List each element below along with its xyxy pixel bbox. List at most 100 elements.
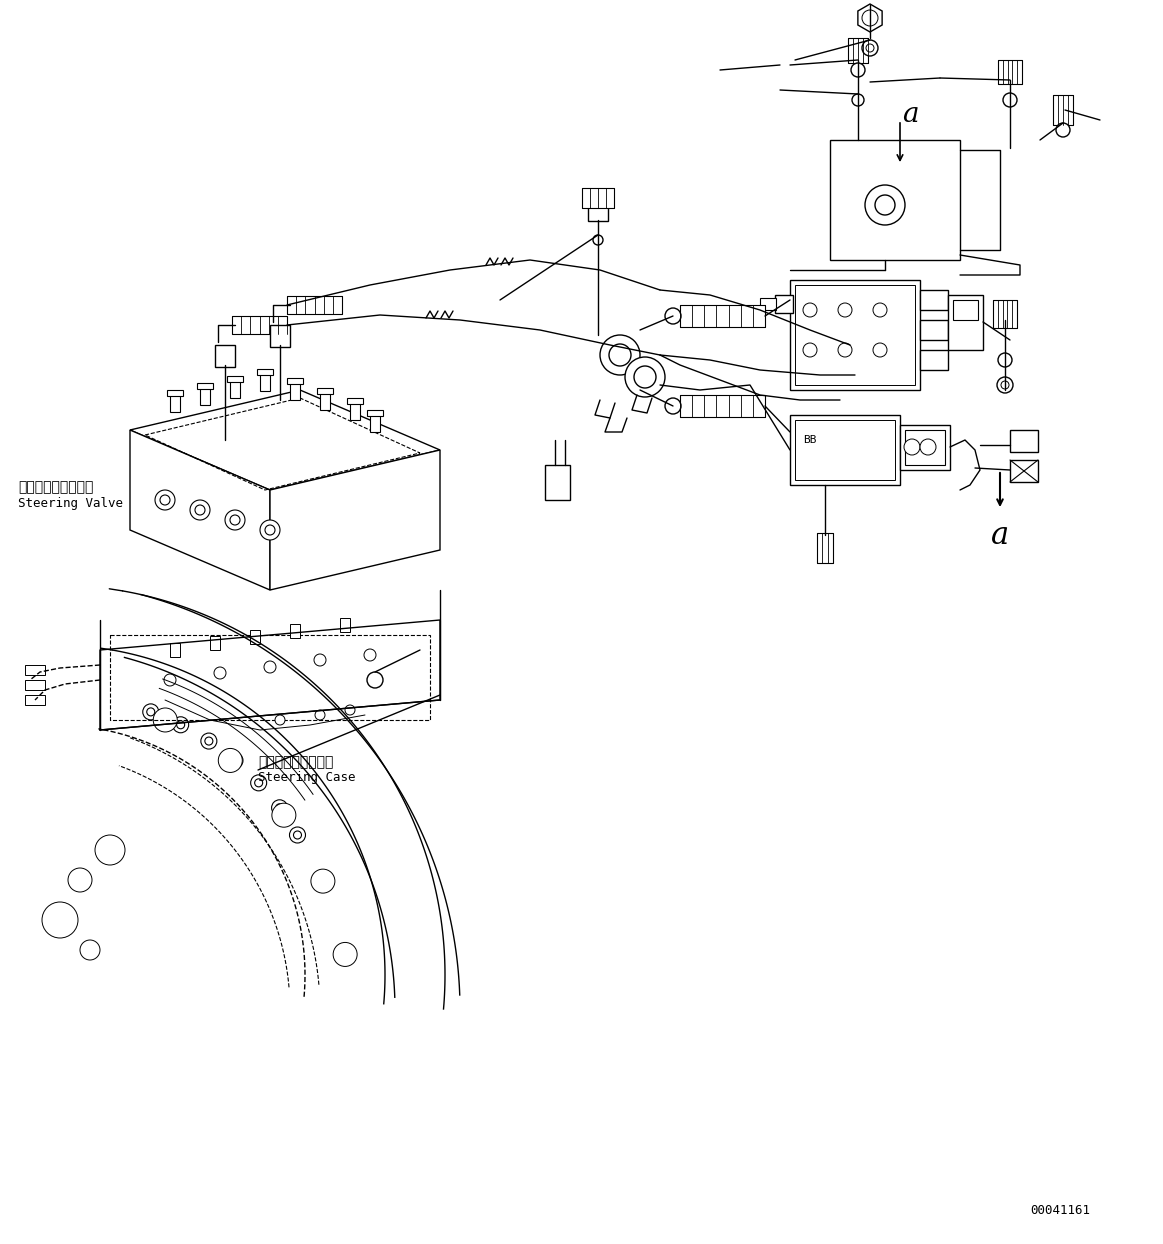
Circle shape <box>172 717 188 733</box>
Bar <box>790 415 900 485</box>
Text: ステアリングバルブ: ステアリングバルブ <box>17 480 93 494</box>
Circle shape <box>1001 381 1009 389</box>
Circle shape <box>593 235 602 245</box>
Circle shape <box>272 800 287 816</box>
Circle shape <box>42 902 78 938</box>
Bar <box>920 290 948 310</box>
Circle shape <box>80 940 100 960</box>
Circle shape <box>904 439 920 455</box>
Circle shape <box>875 195 896 215</box>
Circle shape <box>155 490 174 510</box>
Circle shape <box>224 510 245 530</box>
Bar <box>350 402 361 420</box>
Circle shape <box>862 10 878 26</box>
Circle shape <box>255 779 263 787</box>
Circle shape <box>261 520 280 540</box>
Bar <box>211 636 220 651</box>
Circle shape <box>600 335 640 374</box>
Circle shape <box>873 343 887 357</box>
Bar <box>317 388 333 394</box>
Bar <box>795 285 915 384</box>
Bar <box>759 299 776 310</box>
Bar <box>582 188 614 208</box>
Circle shape <box>265 525 274 535</box>
Circle shape <box>190 500 211 520</box>
Circle shape <box>333 943 357 967</box>
Circle shape <box>665 398 682 414</box>
Circle shape <box>227 753 243 769</box>
Circle shape <box>852 95 864 106</box>
Bar <box>920 320 948 340</box>
Bar <box>250 629 261 644</box>
Circle shape <box>802 304 816 317</box>
Bar <box>680 305 765 327</box>
Circle shape <box>290 827 306 843</box>
Circle shape <box>873 304 887 317</box>
Polygon shape <box>130 430 270 590</box>
Bar <box>230 379 240 398</box>
Text: ステアリングケース: ステアリングケース <box>258 755 334 769</box>
Circle shape <box>839 343 852 357</box>
Bar <box>170 643 180 657</box>
Bar <box>320 392 330 411</box>
Text: Steering Valve: Steering Valve <box>17 496 123 510</box>
Circle shape <box>866 44 875 52</box>
Circle shape <box>1056 123 1070 137</box>
Circle shape <box>364 649 376 661</box>
Text: Steering Case: Steering Case <box>258 771 356 785</box>
Circle shape <box>368 672 383 688</box>
Circle shape <box>839 304 852 317</box>
Circle shape <box>315 710 324 720</box>
Bar <box>290 382 300 401</box>
Text: BB: BB <box>804 435 816 445</box>
Circle shape <box>1003 93 1016 107</box>
Bar <box>900 425 950 470</box>
Circle shape <box>230 515 240 525</box>
Circle shape <box>862 40 878 56</box>
Polygon shape <box>130 391 440 490</box>
Bar <box>170 394 180 412</box>
Circle shape <box>272 804 295 827</box>
Circle shape <box>160 495 170 505</box>
Bar <box>270 325 290 347</box>
Bar <box>993 300 1016 328</box>
Circle shape <box>609 345 632 366</box>
Bar <box>545 465 570 500</box>
Bar <box>261 373 270 391</box>
Circle shape <box>345 705 355 715</box>
Bar <box>290 624 300 638</box>
Circle shape <box>314 654 326 666</box>
Bar <box>790 280 920 391</box>
Bar <box>197 383 213 389</box>
Circle shape <box>865 185 905 225</box>
Bar <box>775 295 793 313</box>
Circle shape <box>251 775 266 791</box>
Bar <box>830 141 959 260</box>
Bar <box>231 316 287 333</box>
Circle shape <box>920 439 936 455</box>
Circle shape <box>95 835 124 865</box>
Bar <box>257 369 273 374</box>
Polygon shape <box>858 4 882 32</box>
Bar <box>952 300 978 320</box>
Circle shape <box>147 708 155 715</box>
Bar <box>167 391 183 396</box>
Circle shape <box>851 63 865 77</box>
Text: a: a <box>901 102 919 128</box>
Bar <box>24 695 45 705</box>
Bar <box>848 39 868 63</box>
Bar <box>24 666 45 675</box>
Bar <box>680 396 765 417</box>
Circle shape <box>276 804 284 812</box>
Bar <box>920 350 948 369</box>
Bar <box>1009 460 1039 481</box>
Bar <box>24 680 45 690</box>
Circle shape <box>164 674 176 685</box>
Circle shape <box>274 715 285 725</box>
Bar <box>287 378 304 384</box>
Circle shape <box>264 661 276 673</box>
Circle shape <box>205 736 213 745</box>
Circle shape <box>311 870 335 893</box>
Bar <box>215 345 235 367</box>
Bar <box>340 618 350 632</box>
